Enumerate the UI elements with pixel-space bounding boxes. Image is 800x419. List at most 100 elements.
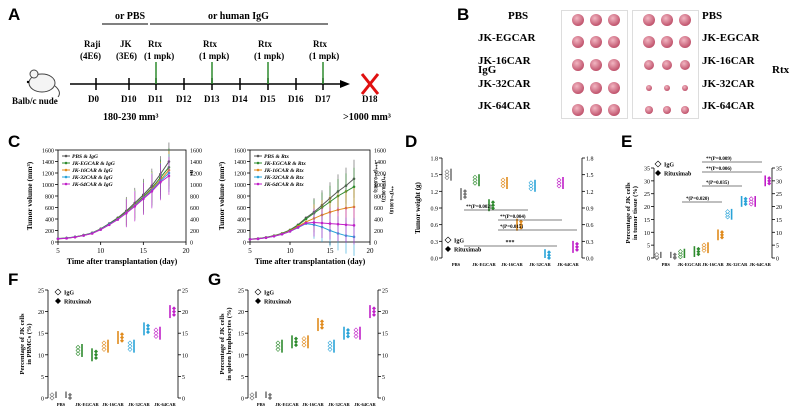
series-line bbox=[249, 221, 355, 240]
rituximab-marker bbox=[767, 181, 772, 186]
igg-marker bbox=[701, 247, 707, 253]
rituximab-marker bbox=[463, 189, 467, 194]
rituximab-marker bbox=[547, 256, 551, 260]
rituximab-marker bbox=[575, 247, 579, 252]
x-tick-label: 10 bbox=[287, 247, 295, 255]
legend-igg-marker bbox=[254, 288, 262, 296]
y-tick-label-right: 1400 bbox=[374, 160, 386, 166]
y-tick-label: 25 bbox=[238, 289, 244, 295]
legend-label: JK-EGCAR & Rtx bbox=[263, 161, 306, 167]
y-tick-label: 600 bbox=[237, 206, 246, 212]
igg-marker bbox=[556, 183, 562, 189]
x-category-label: JK-64CAR bbox=[154, 402, 176, 407]
photo-row-label-right: JK-64CAR bbox=[702, 100, 755, 112]
significance-annotation: *(P=0.035) bbox=[706, 181, 729, 186]
y-axis-label-line2: in PBMCs (%) bbox=[26, 323, 33, 364]
rituximab-marker bbox=[491, 200, 495, 205]
igg-marker bbox=[500, 180, 506, 186]
igg-marker bbox=[249, 392, 255, 398]
tumor-photo bbox=[679, 14, 691, 26]
y-tick-label-right: 15 bbox=[182, 332, 188, 338]
igg-marker bbox=[677, 249, 683, 254]
y-tick-label: 1400 bbox=[234, 160, 246, 166]
legend-marker bbox=[256, 154, 260, 158]
y-axis-label: Percentage of JK cells bbox=[625, 182, 632, 244]
injection-label: Rtx bbox=[313, 39, 327, 49]
photo-row-label-left: JK-EGCAR bbox=[478, 32, 536, 44]
rituximab-marker bbox=[372, 309, 376, 314]
igg-marker bbox=[327, 346, 333, 352]
legend-igg-marker bbox=[654, 160, 662, 168]
y-tick-label: 400 bbox=[237, 218, 246, 224]
rituximab-marker bbox=[696, 252, 701, 257]
series-point bbox=[99, 228, 102, 231]
x-category-label: JK-32CAR bbox=[726, 262, 748, 267]
timeline-arrowhead bbox=[340, 80, 350, 88]
igg-marker bbox=[327, 340, 333, 346]
photo-row-label-left: JK-16CAR bbox=[478, 55, 531, 67]
igg-marker bbox=[556, 180, 562, 186]
y-tick-label-right: 1200 bbox=[190, 172, 202, 178]
x-category-label: JK-64CAR bbox=[749, 262, 771, 267]
igg-marker bbox=[556, 177, 562, 183]
legend-marker bbox=[256, 168, 260, 172]
rituximab-marker bbox=[519, 225, 523, 230]
y-tick-label-right: 1.2 bbox=[586, 190, 594, 196]
photo-right-condition: Rtx bbox=[772, 64, 790, 76]
legend-label: JK-32CAR & IgG bbox=[71, 175, 113, 181]
chart-d: 0.0 0.0 0.3 0.3 0.6 0.6 0.9 0.9 1.2 1.2 1.5 1.5 1.8 1… bbox=[414, 157, 594, 268]
y-tick-label-right: 5 bbox=[382, 375, 385, 381]
injection-label: Rtx bbox=[203, 39, 217, 49]
legend-marker bbox=[64, 154, 68, 158]
igg-marker bbox=[472, 180, 478, 186]
rituximab-marker bbox=[346, 331, 350, 336]
injection-dose: (3E6) bbox=[116, 51, 137, 61]
y-tick-label: 0.0 bbox=[431, 257, 439, 263]
rituximab-marker bbox=[491, 206, 495, 211]
injection-label: Raji bbox=[84, 39, 101, 49]
legend-igg-label: IgG bbox=[664, 163, 674, 169]
tumor-photo bbox=[644, 105, 654, 115]
y-tick-label: 1200 bbox=[42, 172, 54, 178]
rituximab-marker bbox=[547, 253, 551, 258]
igg-marker bbox=[153, 330, 159, 336]
igg-marker bbox=[127, 346, 133, 352]
injection-dose: (1 mpk) bbox=[309, 51, 340, 61]
legend-marker bbox=[256, 182, 260, 186]
igg-marker bbox=[101, 340, 107, 346]
rituximab-marker bbox=[268, 396, 272, 400]
y-tick-label-right: 15 bbox=[382, 332, 388, 338]
significance-annotation: **(P=0.004) bbox=[500, 215, 526, 220]
igg-marker bbox=[327, 343, 333, 349]
injection-label: Rtx bbox=[258, 39, 272, 49]
y-tick-label: 5 bbox=[647, 244, 650, 250]
timeline-day-d17: D17 bbox=[315, 94, 331, 104]
rituximab-marker bbox=[575, 241, 579, 246]
photo-row-label-right: JK-16CAR bbox=[702, 55, 755, 67]
igg-marker bbox=[677, 254, 683, 260]
rituximab-marker bbox=[346, 327, 350, 332]
tumor-photo bbox=[608, 82, 620, 94]
rituximab-marker bbox=[68, 396, 72, 400]
y-tick-label-right: 20 bbox=[182, 310, 188, 316]
y-tick-label: 20 bbox=[644, 205, 650, 211]
y-tick-label: 0 bbox=[41, 397, 44, 403]
rituximab-marker bbox=[94, 352, 98, 357]
tumor-photo bbox=[590, 14, 602, 26]
y-tick-label: 0 bbox=[51, 241, 54, 247]
rituximab-marker bbox=[696, 249, 701, 254]
timeline-day-d11: D11 bbox=[148, 94, 164, 104]
rituximab-marker bbox=[146, 326, 150, 331]
series-point bbox=[90, 232, 94, 235]
igg-marker bbox=[500, 177, 506, 183]
tumor-photo bbox=[572, 104, 584, 116]
x-category-label: JK-16CAR bbox=[102, 402, 124, 407]
x-category-label: PBS bbox=[57, 402, 66, 407]
y-tick-label-right: 0 bbox=[182, 397, 185, 403]
y-tick-label: 1.5 bbox=[431, 173, 439, 179]
legend-rituximab-label: Rituximab bbox=[664, 172, 692, 178]
y-tick-label-right: 0 bbox=[190, 241, 193, 247]
tumor-photo bbox=[590, 36, 602, 48]
igg-marker bbox=[301, 336, 307, 342]
igg-marker bbox=[444, 172, 450, 178]
